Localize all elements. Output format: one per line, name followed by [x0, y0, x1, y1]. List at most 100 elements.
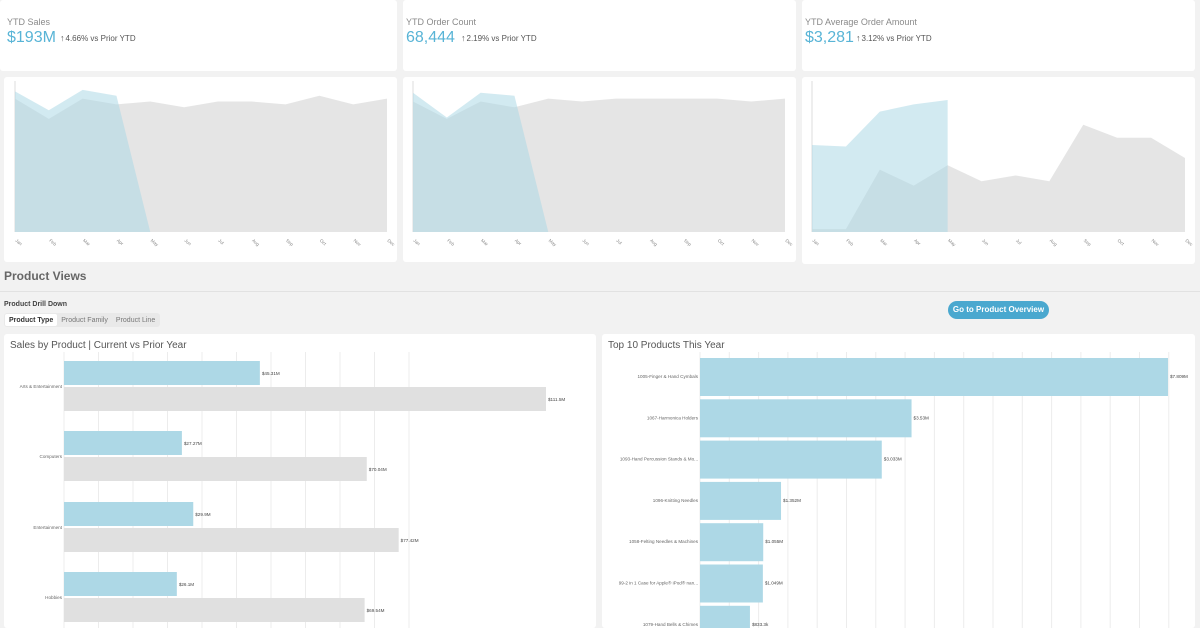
month-tick-label: Dec	[784, 238, 794, 247]
product-label: 99-2 in 1 Case for Apple® iPod® nan...	[619, 580, 698, 586]
product-sales-bar	[700, 358, 1168, 396]
bar-value-label: $27.27M	[184, 441, 202, 446]
product-label: 1079-Hand Bells & Chimes	[643, 622, 699, 627]
product-sales-bar	[700, 481, 782, 520]
go-to-product-overview-button[interactable]: Go to Product Overview	[948, 301, 1049, 319]
product-sales-bar	[700, 564, 763, 603]
current-year-bar	[64, 502, 194, 526]
kpi-card-average-order: YTD Average Order Amount $3,281 ↑3.12% v…	[802, 0, 1195, 71]
kpi-change-text: 2.19% vs Prior YTD	[466, 34, 537, 43]
month-tick-label: Dec	[1184, 238, 1194, 247]
product-sales-bar	[700, 440, 882, 479]
bar-value-label: $111.5M	[548, 397, 565, 402]
current-year-area	[812, 100, 948, 232]
current-year-bar	[64, 431, 182, 455]
month-tick-label: Sep	[285, 238, 295, 247]
month-tick-label: Apr	[116, 238, 125, 247]
kpi-label: YTD Order Count	[406, 17, 477, 27]
month-tick-label: Feb	[446, 238, 456, 247]
month-tick-label: Apr	[913, 238, 922, 247]
tab-product-type[interactable]: Product Type	[5, 314, 58, 326]
month-tick-label: Oct	[1117, 238, 1126, 247]
month-tick-label: Oct	[319, 238, 328, 247]
current-year-area	[413, 92, 549, 232]
month-tick-label: Mar	[82, 238, 92, 247]
tab-product-family[interactable]: Product Family	[61, 317, 108, 324]
sales-by-product-svg: $45.31M $111.5M Arts & Entertainment $27.27…	[20, 352, 565, 628]
sales-by-product-card: Sales by Product | Current vs Prior Year…	[4, 334, 596, 628]
month-tick-label: May	[150, 238, 160, 248]
month-tick-label: Sep	[1083, 238, 1093, 247]
month-tick-label: Aug	[251, 238, 261, 247]
month-tick-label: Nov	[1150, 238, 1160, 247]
kpi-change: ↑4.66% vs Prior YTD	[60, 33, 136, 43]
sales-trend-chart: Jan Feb Mar Apr May Jun Jul Aug Sep Oct Nov Dec	[4, 77, 397, 262]
bar-value-label: $70.04M	[369, 467, 387, 472]
kpi-change-text: 3.12% vs Prior YTD	[861, 34, 932, 43]
product-label: 1058-Felting Needles & Machines	[629, 539, 699, 544]
arrow-up-icon: ↑	[461, 33, 466, 43]
category-label: Hobbies	[45, 595, 63, 600]
month-tick-label: Nov	[353, 238, 363, 247]
kpi-value: 68,444	[406, 29, 455, 46]
arrow-up-icon: ↑	[856, 33, 861, 43]
month-tick-label: May	[548, 238, 558, 248]
top-10-products-card: Top 10 Products This Year $7.809M 1005-Fi…	[602, 334, 1195, 628]
kpi-change: ↑3.12% vs Prior YTD	[856, 33, 932, 43]
kpi-change: ↑2.19% vs Prior YTD	[461, 33, 537, 43]
bar-value-label: $1.352M	[783, 498, 801, 503]
product-sales-bar	[700, 399, 912, 438]
bar-value-label: $29.9M	[195, 512, 210, 517]
prior-year-bar	[64, 457, 367, 481]
bar-value-label: $45.31M	[262, 371, 280, 376]
month-tick-label: Oct	[717, 238, 726, 247]
chart-title: Sales by Product | Current vs Prior Year	[10, 340, 187, 351]
kpi-value: $3,281	[805, 29, 854, 46]
current-year-area	[15, 89, 151, 233]
kpi-label: YTD Sales	[7, 17, 51, 27]
bar-value-label: $833.3k	[752, 622, 769, 627]
month-tick-label: Jul	[1015, 238, 1023, 246]
bar-value-label: $1.055M	[765, 539, 783, 544]
month-tick-label: May	[947, 238, 957, 248]
section-divider	[0, 291, 1200, 292]
month-tick-label: Aug	[1049, 238, 1059, 247]
month-tick-label: Jan	[811, 238, 820, 247]
month-tick-label: Feb	[845, 238, 855, 247]
product-label: 1067-Harmonica Holders	[647, 415, 699, 420]
category-label: Entertainment	[33, 525, 62, 530]
top-10-products-svg: $7.809M 1005-Finger & Hand Cymbals $3.53M 1…	[619, 352, 1188, 628]
prior-year-bar	[64, 598, 365, 622]
kpi-change-text: 4.66% vs Prior YTD	[65, 34, 136, 43]
arrow-up-icon: ↑	[60, 33, 65, 43]
tab-product-line[interactable]: Product Line	[115, 317, 156, 324]
product-sales-bar	[700, 605, 750, 628]
sales-trend-svg: Jan Feb Mar Apr May Jun Jul Aug Sep Oct Nov Dec	[14, 81, 396, 248]
month-tick-label: Jun	[183, 238, 192, 247]
kpi-value: $193M	[7, 29, 56, 46]
average-order-trend-chart: Jan Feb Mar Apr May Jun Jul Aug Sep Oct Nov Dec	[802, 77, 1195, 264]
product-label: 1096-Knitting Needles	[653, 498, 699, 503]
bar-value-label: $3.53M	[914, 415, 929, 420]
bar-value-label: $69.54M	[367, 608, 385, 613]
current-year-bar	[64, 361, 260, 385]
current-year-bar	[64, 572, 177, 596]
month-tick-label: Jul	[217, 238, 225, 246]
month-tick-label: Feb	[48, 238, 58, 247]
month-tick-label: Mar	[480, 238, 490, 247]
order-count-trend-svg: Jan Feb Mar Apr May Jun Jul Aug Sep Oct Nov Dec	[412, 81, 794, 248]
month-tick-label: Jun	[581, 238, 590, 247]
month-tick-label: Sep	[683, 238, 693, 247]
month-tick-label: Jan	[412, 238, 421, 247]
drill-down-tabs: Product Type Product Family Product Line	[4, 313, 161, 327]
month-tick-label: Dec	[386, 238, 396, 247]
kpi-label: YTD Average Order Amount	[805, 17, 917, 27]
category-label: Arts & Entertainment	[20, 384, 63, 389]
month-tick-label: Apr	[514, 238, 523, 247]
bar-value-label: $3.033M	[884, 457, 902, 462]
month-tick-label: Jul	[615, 238, 623, 246]
drill-down-label: Product Drill Down	[4, 301, 67, 308]
month-tick-label: Nov	[751, 238, 761, 247]
bar-value-label: $26.1M	[179, 582, 194, 587]
category-label: Computers	[40, 454, 63, 459]
